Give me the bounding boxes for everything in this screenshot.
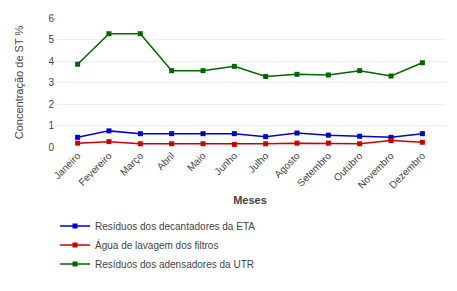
svg-text:Setembro: Setembro (295, 150, 334, 189)
svg-text:6: 6 (48, 13, 54, 24)
svg-text:Junho: Junho (212, 150, 239, 177)
svg-text:Outubro: Outubro (331, 150, 365, 184)
svg-text:Água de lavagem dos filtros: Água de lavagem dos filtros (95, 239, 218, 251)
svg-text:Janeiro: Janeiro (52, 150, 83, 181)
svg-text:2: 2 (48, 99, 54, 110)
svg-text:5: 5 (48, 34, 54, 45)
svg-text:Dezembro: Dezembro (387, 150, 428, 191)
svg-text:Março: Março (118, 150, 146, 178)
svg-text:Resíduos dos decantadores da E: Resíduos dos decantadores da ETA (95, 221, 255, 232)
svg-text:Julho: Julho (246, 150, 271, 175)
svg-text:Resíduos dos adensadores da UT: Resíduos dos adensadores da UTR (95, 259, 254, 270)
svg-text:0: 0 (48, 142, 54, 153)
svg-text:Concentração de ST %: Concentração de ST % (13, 26, 25, 140)
svg-text:4: 4 (48, 56, 54, 67)
svg-text:Novembro: Novembro (356, 150, 397, 191)
svg-text:1: 1 (48, 120, 54, 131)
svg-text:Abril: Abril (155, 150, 177, 172)
svg-text:3: 3 (48, 77, 54, 88)
svg-text:Fevereiro: Fevereiro (76, 150, 114, 188)
svg-text:Meses: Meses (233, 194, 267, 206)
svg-text:Agosto: Agosto (272, 150, 302, 180)
svg-text:Maio: Maio (185, 150, 208, 173)
